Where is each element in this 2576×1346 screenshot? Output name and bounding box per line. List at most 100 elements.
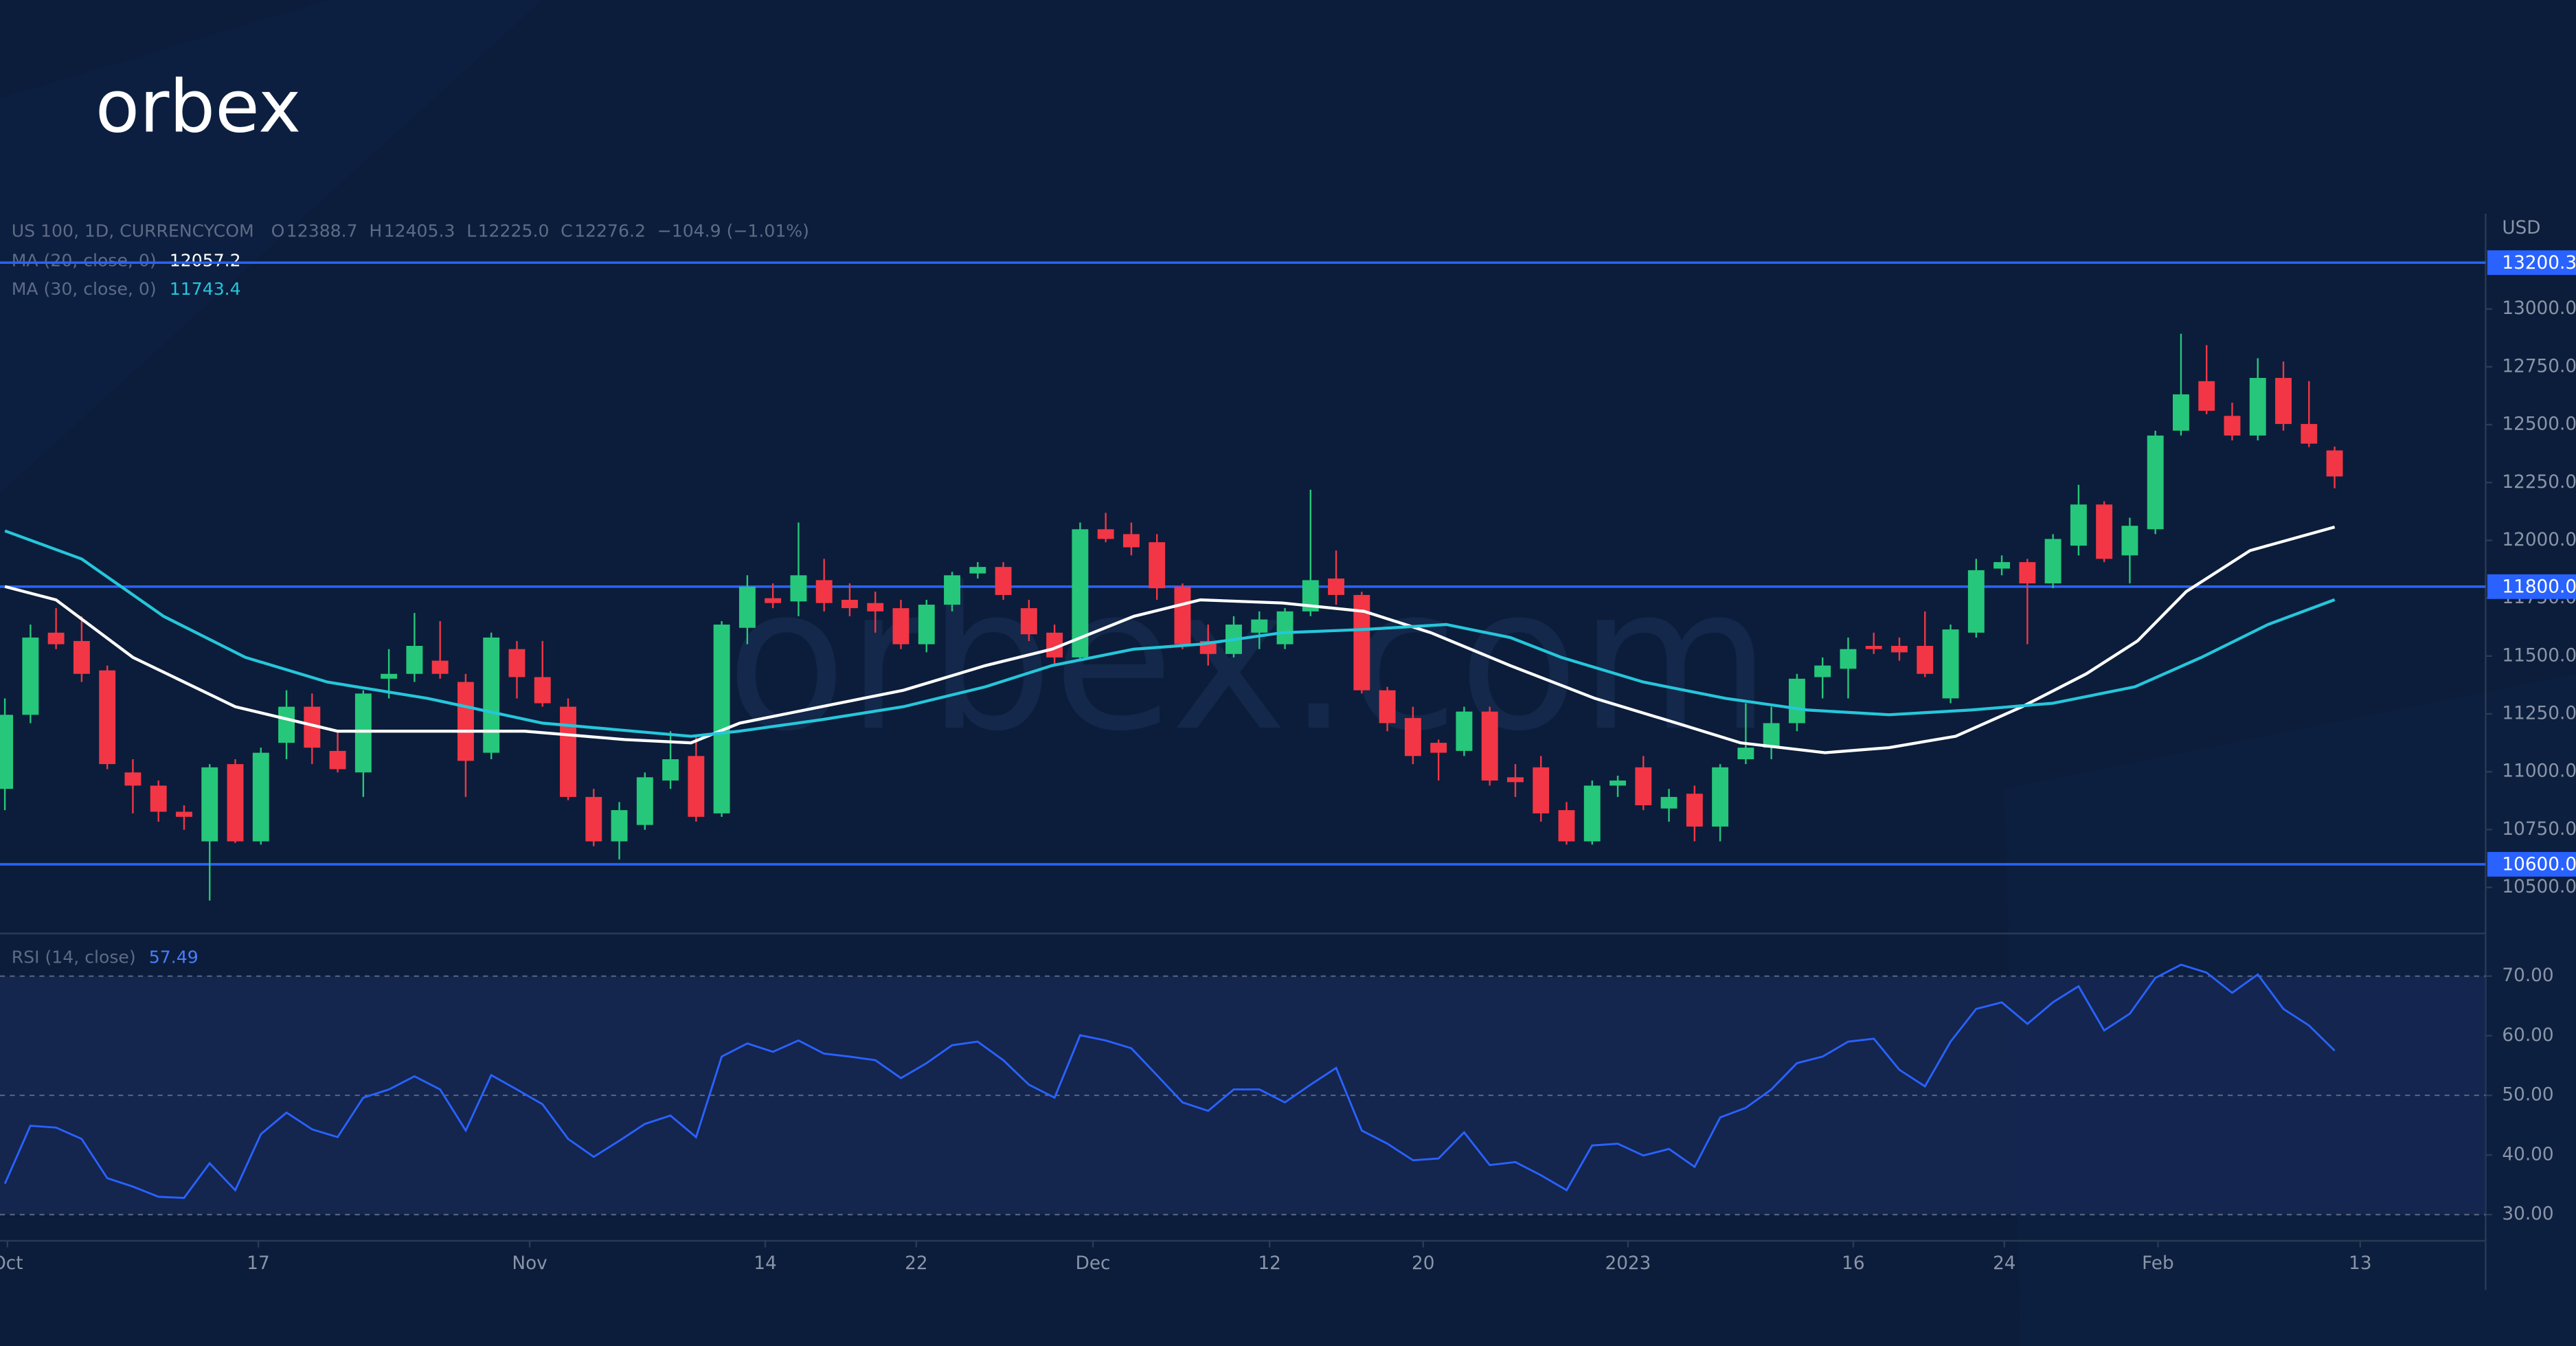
candle-body xyxy=(2019,562,2036,584)
ma-legend-value: 12057.2 xyxy=(170,250,241,270)
candle-body xyxy=(995,567,1012,595)
candle-body xyxy=(0,715,14,789)
ohlc-value: 12388.7 xyxy=(286,221,358,240)
x-tick-label: 22 xyxy=(905,1253,927,1274)
ohlc-key: H xyxy=(369,221,382,240)
brand-logo: orbex xyxy=(95,64,302,148)
candle-body xyxy=(1149,542,1166,589)
rsi-tick-label: 70.00 xyxy=(2502,965,2553,986)
candle-body xyxy=(790,575,807,602)
candle-body xyxy=(508,649,526,677)
candle-body xyxy=(431,660,449,674)
candle-body xyxy=(1251,619,1268,633)
candle-body xyxy=(1456,711,1473,751)
candle-body xyxy=(176,811,192,817)
candle-body xyxy=(1353,594,1370,691)
y-tick-label: 12000.0 xyxy=(2502,530,2576,550)
ma-line xyxy=(4,529,2336,738)
candle-body xyxy=(688,756,705,817)
candle-body xyxy=(73,640,90,674)
candle-body xyxy=(918,605,935,644)
candle-body xyxy=(1430,743,1447,753)
ohlc-key: O xyxy=(271,221,285,240)
rsi-legend-name: RSI (14, close) xyxy=(12,947,136,967)
candle-body xyxy=(1481,711,1498,781)
x-tick-label: Feb xyxy=(2142,1253,2174,1274)
candle-body xyxy=(406,646,423,674)
x-tick-label: 2023 xyxy=(1605,1253,1651,1274)
y-tick-label: 11500.0 xyxy=(2502,645,2576,666)
candle-body xyxy=(1174,586,1191,644)
ma-legend-name: MA (30, close, 0) xyxy=(12,279,157,299)
rsi-line xyxy=(3,963,2336,1199)
candle-body xyxy=(124,772,142,786)
y-tick-label: 10750.0 xyxy=(2502,819,2576,840)
candle-body xyxy=(765,598,782,603)
candle-body xyxy=(969,567,986,574)
candle-body xyxy=(2147,435,2164,530)
y-tick-label: 12750.0 xyxy=(2502,356,2576,377)
candle-body xyxy=(150,785,167,812)
ma-line xyxy=(4,526,2336,754)
candle-body xyxy=(2096,504,2113,559)
candle-body xyxy=(1328,579,1345,595)
candle-body xyxy=(1533,767,1550,814)
x-tick-label: Oct xyxy=(0,1253,23,1274)
candle-body xyxy=(354,693,372,773)
level-label-box xyxy=(2487,250,2576,276)
watermark: orbex.com xyxy=(726,545,1771,774)
candle-body xyxy=(304,706,321,748)
candle-body xyxy=(1917,646,1934,674)
candle-body xyxy=(2326,450,2343,477)
candle-body xyxy=(1507,777,1524,783)
candle-body xyxy=(1660,796,1677,809)
candle-body xyxy=(534,677,551,704)
legend: US 100, 1D, CURRENCYCOM O 12388.7 H 12405.3… xyxy=(12,221,809,299)
candle-body xyxy=(1763,723,1780,748)
x-tick-label: 13 xyxy=(2349,1253,2371,1274)
candle-body xyxy=(636,777,653,825)
candle-body xyxy=(1046,632,1063,658)
candle-body xyxy=(738,586,756,628)
rsi-tick-label: 50.00 xyxy=(2502,1085,2553,1106)
candle-body xyxy=(1788,678,1805,724)
candle-body xyxy=(2301,424,2318,444)
candle-body xyxy=(1840,649,1857,669)
rsi-tick-label: 30.00 xyxy=(2502,1204,2553,1224)
candle-body xyxy=(2275,378,2292,425)
x-tick-label: 16 xyxy=(1842,1253,1864,1274)
candle-body xyxy=(662,759,679,781)
candle-body xyxy=(2121,526,2138,556)
candle-body xyxy=(1712,767,1729,827)
candle-body xyxy=(815,580,833,603)
candle-body xyxy=(381,673,398,679)
candle-body xyxy=(252,752,269,842)
y-tick-label: 10500.0 xyxy=(2502,877,2576,897)
ohlc-value: −104.9 (−1.01%) xyxy=(657,221,809,240)
candle-body xyxy=(1737,748,1754,760)
candle-body xyxy=(867,603,884,612)
candle-body xyxy=(483,637,500,753)
currency-label: USD xyxy=(2502,218,2540,238)
ohlc-key: L xyxy=(466,221,476,240)
rsi-legend-value: 57.49 xyxy=(149,947,199,967)
y-tick-label: 12250.0 xyxy=(2502,472,2576,493)
level-label-box xyxy=(2487,851,2576,877)
candle-body xyxy=(1558,810,1575,842)
level-label-box xyxy=(2487,574,2576,599)
candle-body xyxy=(1993,562,2011,569)
candle-body xyxy=(22,637,39,715)
ohlc-value: 12276.2 xyxy=(574,221,646,240)
x-tick-label: 12 xyxy=(1258,1253,1280,1274)
candle-body xyxy=(2198,381,2215,411)
candle-body xyxy=(329,750,346,770)
candle-body xyxy=(227,764,244,842)
candle-body xyxy=(1814,665,1831,677)
decor-shape xyxy=(0,0,543,493)
candle-body xyxy=(560,706,576,797)
candle-body xyxy=(47,632,65,644)
x-tick-label: 24 xyxy=(1993,1253,2015,1274)
candle-body xyxy=(2070,504,2087,546)
x-tick-label: 20 xyxy=(1412,1253,1434,1274)
